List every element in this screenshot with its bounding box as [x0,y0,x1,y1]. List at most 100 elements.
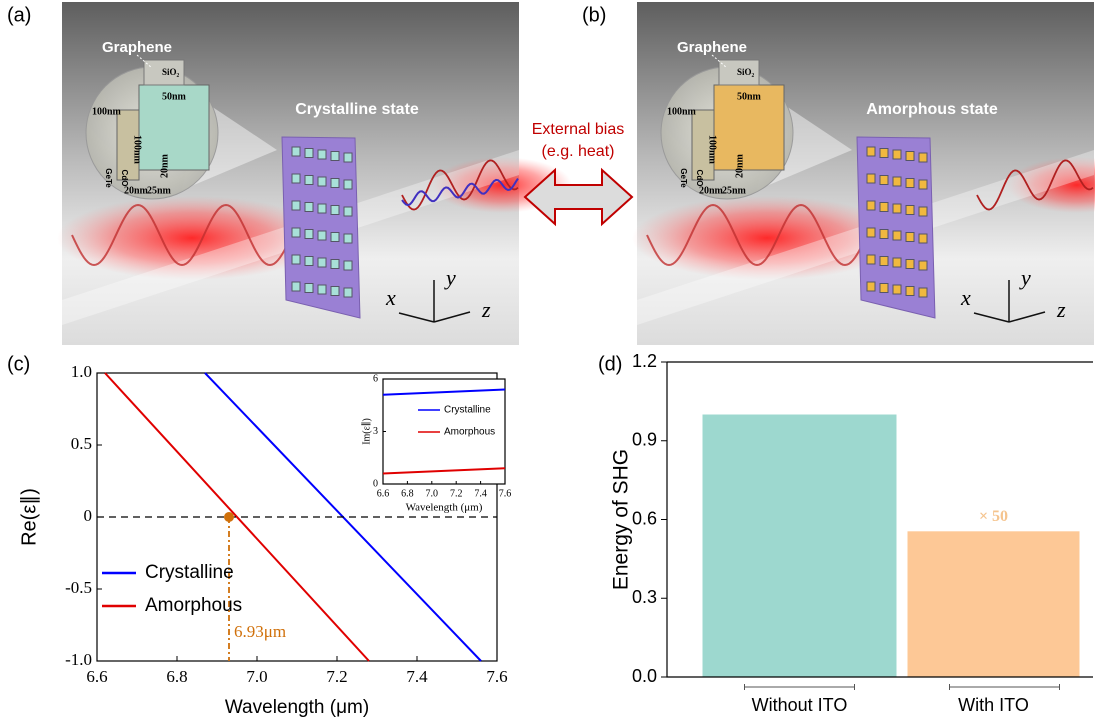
unit-cell [867,174,875,183]
unit-cell [867,201,875,210]
transition-label: (e.g. heat) [542,143,615,160]
x-tick-label: With ITO [958,695,1029,715]
dimension-label: 20nm [734,153,745,178]
unit-cell [893,204,901,213]
x-tick-label: 7.4 [474,488,487,499]
x-axis-label: Wavelength (μm) [225,697,369,718]
x-tick-label: 7.2 [450,488,463,499]
unit-cell [331,260,339,269]
layer-label: CdO [120,170,129,187]
unit-cell [919,288,927,297]
layer-label: GeTe [679,168,688,188]
y-tick-label: 0 [84,506,93,525]
unit-cell [867,228,875,237]
unit-cell [867,147,875,156]
y-tick-label: 3 [373,426,378,437]
unit-cell [919,261,927,270]
unit-cell [305,176,313,185]
unit-cell [344,207,352,216]
panel-label: (c) [7,353,30,375]
unit-cell [292,282,300,291]
unit-cell [919,207,927,216]
bar [703,415,897,678]
unit-cell [331,152,339,161]
panel-label: (d) [598,353,622,375]
unit-cell [893,150,901,159]
unit-cell [344,234,352,243]
dimension-label: 20nm [159,153,170,178]
y-axis-label: Energy of SHG [610,449,633,590]
unit-cell [919,234,927,243]
category-bracket [745,684,855,690]
unit-cell [880,176,888,185]
unit-cell [292,174,300,183]
dimension-label: 25nm [147,185,172,196]
state-label: Amorphous state [866,101,998,118]
unit-cell [906,179,914,188]
unit-cell [906,287,914,296]
x-tick-label: 6.8 [401,488,414,499]
legend-label: Amorphous [145,595,242,616]
transition-label: External bias [532,121,625,138]
axis-symbol: z [481,297,491,322]
annotation-label: 6.93μm [234,622,286,641]
unit-cell [880,257,888,266]
unit-cell [331,287,339,296]
unit-cell [880,230,888,239]
panel-label: (b) [582,4,606,26]
x-tick-label: 7.6 [486,667,507,686]
unit-cell [318,177,326,186]
unit-cell [292,228,300,237]
legend-label: Amorphous [444,427,495,438]
y-tick-label: 0 [373,478,378,489]
dimension-label: 100nm [92,106,122,117]
oxide-label: SiO₂ [162,67,180,77]
state-label: Crystalline state [295,101,419,118]
y-tick-label: 0.0 [632,666,657,686]
x-tick-label: Without ITO [752,695,848,715]
bar-annotation: × 50 [979,508,1008,525]
unit-cell [331,179,339,188]
axis-symbol: y [1019,265,1031,290]
unit-cell [305,230,313,239]
legend-label: Crystalline [145,562,234,583]
unit-cell [305,284,313,293]
graphene-label: Graphene [102,39,172,56]
unit-cell [305,257,313,266]
unit-cell [893,285,901,294]
bar [908,531,1080,677]
figure: (a)GrapheneSiO₂100nm50nm100nm20nm25nm20n… [0,0,1095,722]
x-tick-label: 6.8 [166,667,187,686]
unit-cell [906,233,914,242]
y-tick-label: 0.9 [632,430,657,450]
graphene-label: Graphene [677,39,747,56]
unit-cell [919,153,927,162]
x-tick-label: 6.6 [86,667,107,686]
layer-label: CdO [695,170,704,187]
unit-cell [318,258,326,267]
unit-cell [305,203,313,212]
axis-symbol: y [444,265,456,290]
x-tick-label: 7.0 [246,667,267,686]
unit-cell [292,147,300,156]
unit-cell [906,206,914,215]
unit-cell [344,288,352,297]
x-tick-label: 7.0 [426,488,439,499]
unit-cell [906,152,914,161]
y-tick-label: 6 [373,373,378,384]
unit-cell [344,261,352,270]
unit-cell [292,201,300,210]
unit-cell [318,285,326,294]
unit-cell [867,255,875,264]
unit-cell [893,231,901,240]
unit-cell [331,233,339,242]
y-axis-label: Re(ε∥) [18,488,40,546]
unit-cell [318,150,326,159]
unit-cell [893,177,901,186]
unit-cell [880,149,888,158]
unit-cell [880,203,888,212]
legend-label: Crystalline [444,405,491,416]
y-tick-label: -0.5 [65,578,92,597]
y-tick-label: 1.2 [632,351,657,371]
